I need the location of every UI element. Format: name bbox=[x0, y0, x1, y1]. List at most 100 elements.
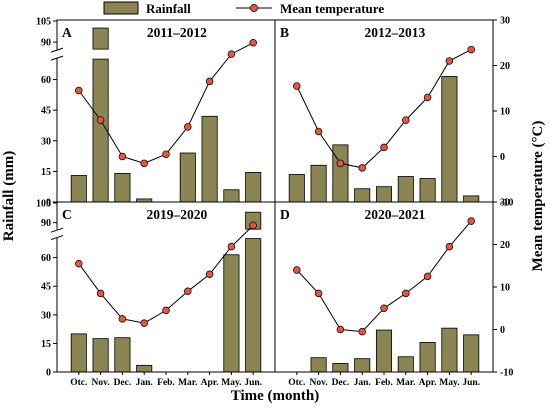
temp-point-a-5 bbox=[184, 123, 192, 131]
rain-bar-c-7 bbox=[223, 254, 240, 373]
rain-bar-b-3 bbox=[354, 188, 371, 203]
temp-point-c-5 bbox=[184, 287, 192, 296]
temp-point-d-7 bbox=[445, 242, 454, 251]
rain-bar-b-2 bbox=[332, 144, 349, 203]
y-axis-right-title: Mean temperature (°C) bbox=[530, 121, 546, 272]
temp-tick-label-d-2: 10 bbox=[500, 283, 510, 294]
panel-d: -10 0 10 20 30 Otc. Nov. Dec. Jan. Feb. Mar. Apr. Ma… bbox=[274, 198, 513, 388]
panel-frame-a bbox=[56, 19, 276, 203]
panel-frame-c bbox=[56, 201, 276, 373]
rain-bar-c-2 bbox=[114, 337, 131, 373]
rain-tick-label-a-6: 105 bbox=[36, 17, 51, 28]
month-label-c-0: Otc. bbox=[70, 378, 87, 388]
rain-bar-d-8 bbox=[463, 334, 480, 373]
rain-bar-d-3 bbox=[354, 358, 371, 373]
rain-tick-label-a-4: 60 bbox=[41, 75, 51, 86]
panel-title-d: 2020–2021 bbox=[365, 207, 426, 222]
panels: 0 15 30 45 60 90 105 A 2011–2012 -10 0 10 20 30 B 2012–… bbox=[36, 16, 513, 389]
rain-tick-label-c-1: 15 bbox=[41, 339, 51, 350]
axis-break-mark-lower-a bbox=[50, 55, 64, 61]
rain-tick-label-c-4: 60 bbox=[41, 253, 51, 264]
panel-a: 0 15 30 45 60 90 105 A 2011–2012 bbox=[36, 17, 276, 209]
temp-point-a-2 bbox=[118, 152, 127, 161]
temp-tick-label-d-0: -10 bbox=[500, 368, 513, 379]
temp-tick-label-b-1: 0 bbox=[500, 152, 505, 163]
temp-point-a-3 bbox=[140, 159, 148, 168]
panel-letter-d: D bbox=[280, 207, 290, 222]
temp-tick-label-b-3: 20 bbox=[500, 61, 510, 72]
rain-bar-top-a-1 bbox=[92, 27, 109, 50]
rain-bar-d-1 bbox=[310, 357, 327, 373]
month-label-d-8: Jun. bbox=[462, 378, 480, 388]
month-label-c-3: Jan. bbox=[136, 378, 153, 388]
legend: Rainfall Mean temperature bbox=[103, 1, 384, 16]
month-label-c-1: Nov. bbox=[91, 378, 109, 388]
legend-line-label: Mean temperature bbox=[280, 1, 384, 16]
rain-bar-c-3 bbox=[136, 364, 153, 373]
temp-point-d-1 bbox=[314, 289, 323, 298]
month-label-d-3: Jan. bbox=[354, 378, 371, 388]
month-label-d-2: Dec. bbox=[332, 378, 350, 388]
temp-point-a-8 bbox=[249, 38, 257, 47]
y-axis-left-title: Rainfall (mm) bbox=[1, 151, 17, 241]
temp-point-a-0 bbox=[75, 86, 83, 95]
rain-bar-a-5 bbox=[179, 152, 196, 203]
axis-break-mark-lower-c bbox=[50, 235, 64, 241]
month-label-c-2: Dec. bbox=[114, 378, 132, 388]
rain-bar-a-1 bbox=[92, 58, 109, 203]
rain-bar-a-7 bbox=[223, 189, 240, 203]
temp-point-b-3 bbox=[358, 164, 366, 172]
rain-tick-label-a-3: 45 bbox=[41, 106, 51, 117]
temp-point-a-4 bbox=[162, 150, 170, 158]
temp-point-b-0 bbox=[293, 82, 301, 90]
temp-point-c-8 bbox=[249, 221, 257, 230]
panel-letter-a: A bbox=[62, 25, 72, 40]
rain-bar-d-2 bbox=[332, 363, 349, 373]
rain-bar-d-7 bbox=[441, 327, 458, 373]
rain-tick-label-c-3: 45 bbox=[41, 282, 51, 293]
rain-tick-label-a-5: 90 bbox=[41, 38, 51, 49]
axis-break-gap-a bbox=[51, 49, 63, 59]
rain-bar-d-5 bbox=[397, 356, 414, 373]
temp-point-c-1 bbox=[96, 289, 105, 298]
temp-point-a-7 bbox=[227, 50, 236, 58]
rain-bar-c-1 bbox=[92, 338, 109, 373]
month-label-c-4: Feb. bbox=[157, 378, 175, 388]
temp-point-c-3 bbox=[140, 319, 148, 327]
temp-point-d-5 bbox=[402, 289, 410, 298]
rain-tick-label-c-5: 90 bbox=[41, 218, 51, 229]
temp-point-c-2 bbox=[118, 315, 127, 323]
month-label-c-7: May. bbox=[221, 378, 241, 388]
rain-bar-b-0 bbox=[288, 174, 305, 203]
month-label-d-7: May. bbox=[439, 378, 459, 388]
rain-bar-b-8 bbox=[463, 195, 480, 203]
rain-tick-label-a-0: 0 bbox=[46, 198, 51, 209]
panel-b: -10 0 10 20 30 B 2012–2013 bbox=[274, 16, 513, 209]
rain-tick-label-c-2: 30 bbox=[41, 310, 51, 321]
month-label-d-0: Otc. bbox=[288, 378, 305, 388]
temp-point-c-0 bbox=[75, 259, 83, 268]
rain-bar-d-6 bbox=[419, 342, 436, 373]
temp-tick-label-d-3: 20 bbox=[500, 240, 510, 251]
temp-point-b-7 bbox=[445, 57, 454, 65]
temp-point-d-6 bbox=[423, 272, 432, 281]
rain-bar-top-c-8 bbox=[245, 211, 262, 230]
temp-point-a-6 bbox=[205, 77, 214, 86]
temp-point-d-8 bbox=[467, 217, 475, 225]
legend-line-marker bbox=[250, 4, 258, 12]
rain-bar-b-4 bbox=[375, 186, 393, 203]
temp-point-d-0 bbox=[293, 266, 301, 274]
temp-point-b-1 bbox=[314, 127, 323, 136]
month-label-c-5: Mar. bbox=[178, 378, 197, 388]
temp-tick-label-b-4: 30 bbox=[500, 16, 510, 27]
axis-break-mark-upper-c bbox=[50, 227, 64, 233]
month-label-d-1: Nov. bbox=[309, 378, 327, 388]
rain-tick-label-a-2: 30 bbox=[41, 136, 51, 147]
panel-letter-c: C bbox=[62, 207, 72, 222]
temp-point-d-2 bbox=[336, 325, 345, 334]
legend-bar-label: Rainfall bbox=[146, 1, 191, 16]
rain-bar-a-8 bbox=[245, 172, 262, 203]
panel-letter-b: B bbox=[280, 25, 289, 40]
